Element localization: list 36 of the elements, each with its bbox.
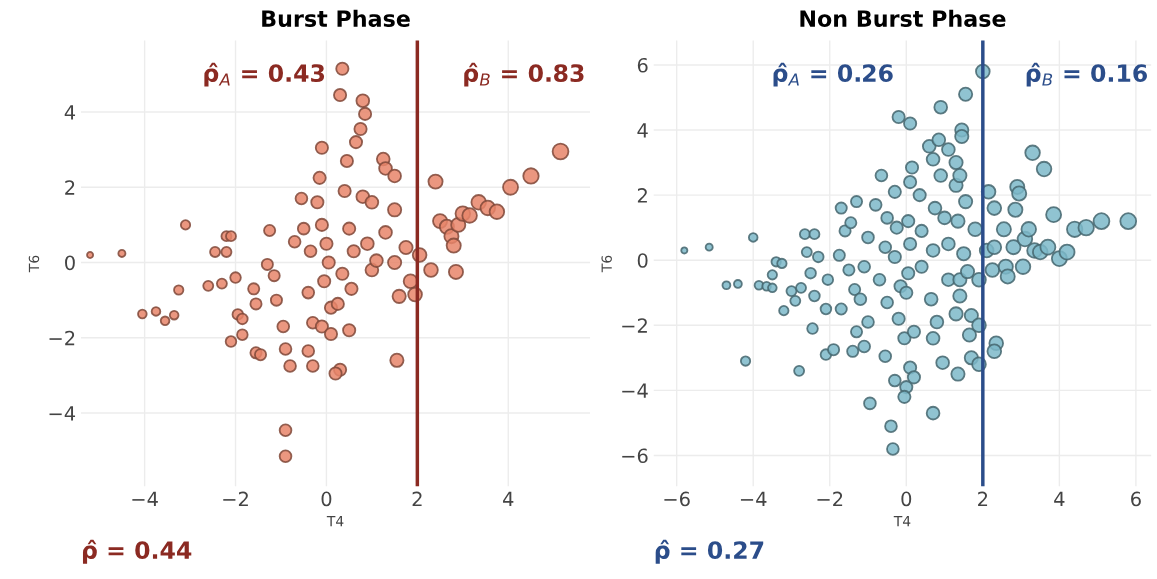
y-tick-label: −2 <box>49 330 75 346</box>
y-tick-label: −4 <box>49 406 76 421</box>
y-axis-title: T6 <box>28 255 40 273</box>
y-tick-label: −6 <box>622 448 648 464</box>
chart-title: Burst Phase <box>262 9 410 27</box>
y-tick-label: 2 <box>65 180 75 195</box>
x-tick-label: −2 <box>223 491 248 506</box>
x-tick-label: 2 <box>412 491 422 506</box>
annotation: ρ̂$_{B}$ = 0.83 <box>464 62 584 87</box>
y-tick-label: −4 <box>622 383 648 398</box>
x-tick-label: 6 <box>1131 491 1141 507</box>
x-tick-label: −4 <box>740 491 767 506</box>
annotation: ρ̂$_{A}$ = 0.43 <box>204 62 325 87</box>
chart-title: Non Burst Phase <box>800 9 1006 27</box>
x-tick-label: −6 <box>664 491 690 507</box>
y-tick-label: 6 <box>637 57 648 73</box>
x-tick-label: −2 <box>817 491 843 506</box>
x-tick-label: 2 <box>978 491 988 506</box>
y-tick-label: 0 <box>637 253 648 268</box>
y-tick-label: −2 <box>622 318 647 333</box>
text: ρ̂ = 0.27 <box>655 539 764 564</box>
x-tick-label: −4 <box>132 491 158 506</box>
x-tick-label: 0 <box>321 491 332 507</box>
y-tick-label: 4 <box>64 105 76 120</box>
annotation: ρ̂$_{A}$ = 0.26 <box>773 62 893 87</box>
y-tick-label: 2 <box>637 188 647 203</box>
x-tick-label: 0 <box>901 491 912 507</box>
y-axis-title: T6 <box>601 255 612 273</box>
y-tick-label: 4 <box>637 123 648 138</box>
x-tick-label: 4 <box>1054 491 1065 506</box>
x-axis-title: T4 <box>893 516 911 527</box>
y-tick-label: 0 <box>65 255 75 271</box>
x-axis-title: T4 <box>326 516 344 527</box>
annotation: ρ̂$_{B}$ = 0.16 <box>1026 62 1147 87</box>
x-tick-label: 4 <box>503 491 514 506</box>
text: ρ̂ = 0.44 <box>82 539 192 564</box>
